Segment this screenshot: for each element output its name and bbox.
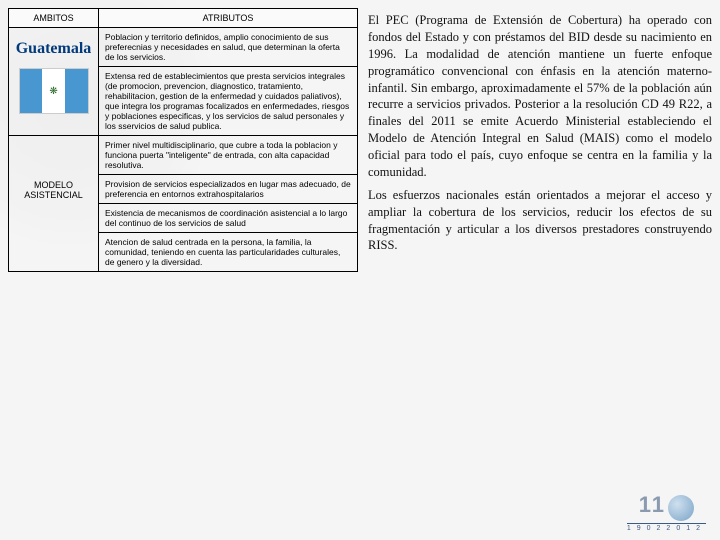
header-ambitos: AMBITOS bbox=[9, 9, 99, 28]
body-paragraph: El PEC (Programa de Extensión de Cobertu… bbox=[368, 12, 712, 181]
right-column: El PEC (Programa de Extensión de Cobertu… bbox=[368, 8, 712, 272]
table-header-row: AMBITOS ATRIBUTOS bbox=[9, 9, 358, 28]
left-column: AMBITOS ATRIBUTOS Guatemala ❋ Poblacion … bbox=[8, 8, 358, 272]
table-row: MODELO ASISTENCIAL Primer nivel multidis… bbox=[9, 136, 358, 175]
attribute-cell: Atencion de salud centrada en la persona… bbox=[99, 233, 358, 272]
table-row: Guatemala ❋ Poblacion y territorio defin… bbox=[9, 28, 358, 67]
attributes-table: AMBITOS ATRIBUTOS Guatemala ❋ Poblacion … bbox=[8, 8, 358, 272]
coat-of-arms-icon: ❋ bbox=[49, 86, 57, 97]
guatemala-flag-icon: ❋ bbox=[19, 68, 89, 114]
attribute-cell: Poblacion y territorio definidos, amplio… bbox=[99, 28, 358, 67]
logo-years: 19022012 bbox=[627, 523, 706, 532]
logo-number: 11 bbox=[639, 492, 666, 517]
logo-globe-icon bbox=[668, 495, 694, 521]
country-name: Guatemala bbox=[15, 40, 92, 58]
model-cell: MODELO ASISTENCIAL bbox=[9, 136, 99, 272]
attribute-cell: Existencia de mecanismos de coordinación… bbox=[99, 204, 358, 233]
country-cell: Guatemala ❋ bbox=[9, 28, 99, 136]
model-label: MODELO bbox=[15, 180, 92, 190]
attribute-cell: Provision de servicios especializados en… bbox=[99, 175, 358, 204]
body-paragraph: Los esfuerzos nacionales están orientado… bbox=[368, 187, 712, 255]
anniversary-logo: 11 19022012 bbox=[627, 492, 706, 532]
header-atributos: ATRIBUTOS bbox=[99, 9, 358, 28]
model-label: ASISTENCIAL bbox=[15, 190, 92, 200]
attribute-cell: Primer nivel multidisciplinario, que cub… bbox=[99, 136, 358, 175]
slide-content: AMBITOS ATRIBUTOS Guatemala ❋ Poblacion … bbox=[0, 0, 720, 280]
attribute-cell: Extensa red de establecimientos que pres… bbox=[99, 67, 358, 136]
